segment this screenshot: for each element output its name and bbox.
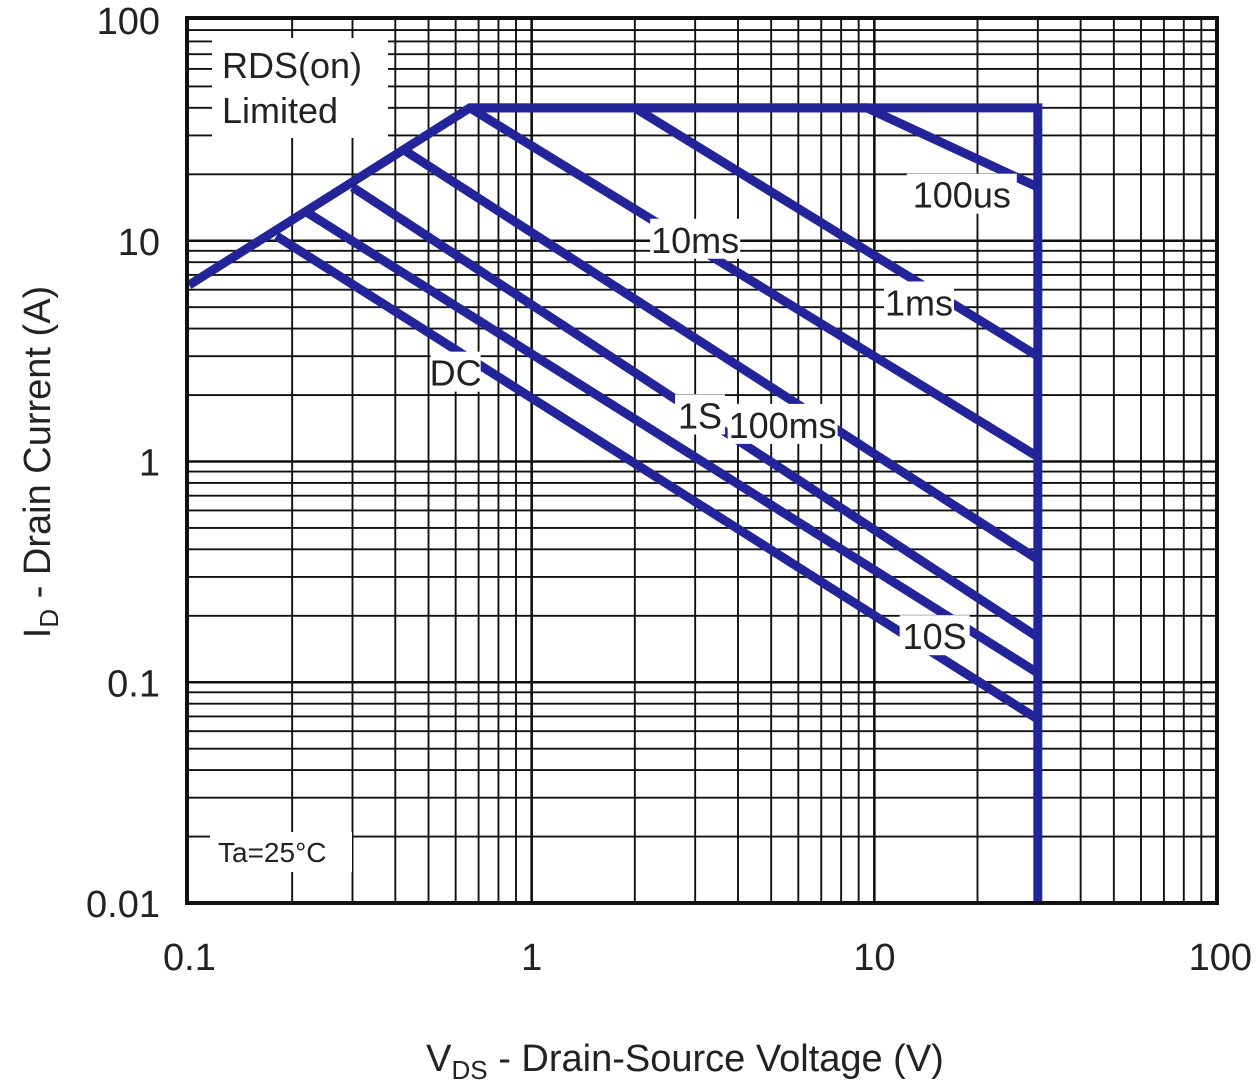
plot-frame (185, 16, 1219, 905)
series-line-10s (303, 208, 1041, 677)
series-label-dc: DC (430, 353, 482, 394)
y-tick-label: 0.01 (86, 884, 160, 926)
series-line-1ms (632, 104, 1041, 361)
x-axis-label-sub: DS (452, 1055, 488, 1085)
ta-annotation: Ta=25°C (218, 837, 327, 868)
series-line-100us (469, 103, 1040, 192)
series-label-1ms: 1ms (885, 282, 953, 323)
x-axis-label: VDS - Drain-Source Voltage (V) (426, 1038, 944, 1085)
x-tick-label: 10 (853, 937, 895, 979)
series-label-bg (899, 615, 970, 656)
series-label-bg (883, 281, 954, 322)
ta-box (210, 832, 352, 872)
y-tick-label: 10 (118, 222, 160, 264)
y-axis-label: ID - Drain Current (A) (17, 286, 64, 638)
series-label-bg (727, 403, 838, 444)
series-label-bg (430, 351, 481, 392)
series-label-10s: 10S (903, 616, 967, 657)
y-axis-label-rest: - Drain Current (A) (17, 286, 59, 609)
y-tick-label: 100 (97, 1, 160, 43)
y-axis-label-sub: D (34, 609, 64, 628)
rds-annotation: RDS(on) Limited (222, 45, 372, 131)
rds-line-1: RDS(on) (222, 45, 362, 86)
y-tick-label: 0.1 (107, 663, 160, 705)
series-label-100us: 100us (913, 175, 1011, 216)
rds-envelope-line (186, 103, 1043, 903)
y-axis-label-main: I (17, 628, 59, 639)
series-label-bg (906, 173, 1017, 214)
x-tick-label: 100 (1189, 937, 1252, 979)
series-line-10ms (467, 104, 1041, 461)
series-label-bg (675, 394, 726, 435)
series-label-10ms: 10ms (651, 220, 739, 261)
y-tick-label: 1 (139, 443, 160, 485)
series-line-100ms (400, 145, 1041, 564)
x-tick-label: 0.1 (163, 937, 216, 979)
x-axis-label-main: V (426, 1038, 452, 1080)
series-label-bg (650, 218, 741, 259)
rds-box (212, 38, 388, 138)
x-axis-label-rest: - Drain-Source Voltage (V) (488, 1038, 944, 1080)
series-label-100ms: 100ms (729, 405, 837, 446)
series-label-1s: 1S (678, 395, 722, 436)
rds-line-2: Limited (222, 90, 338, 131)
series-layer (186, 103, 1043, 903)
x-tick-label: 1 (521, 937, 542, 979)
